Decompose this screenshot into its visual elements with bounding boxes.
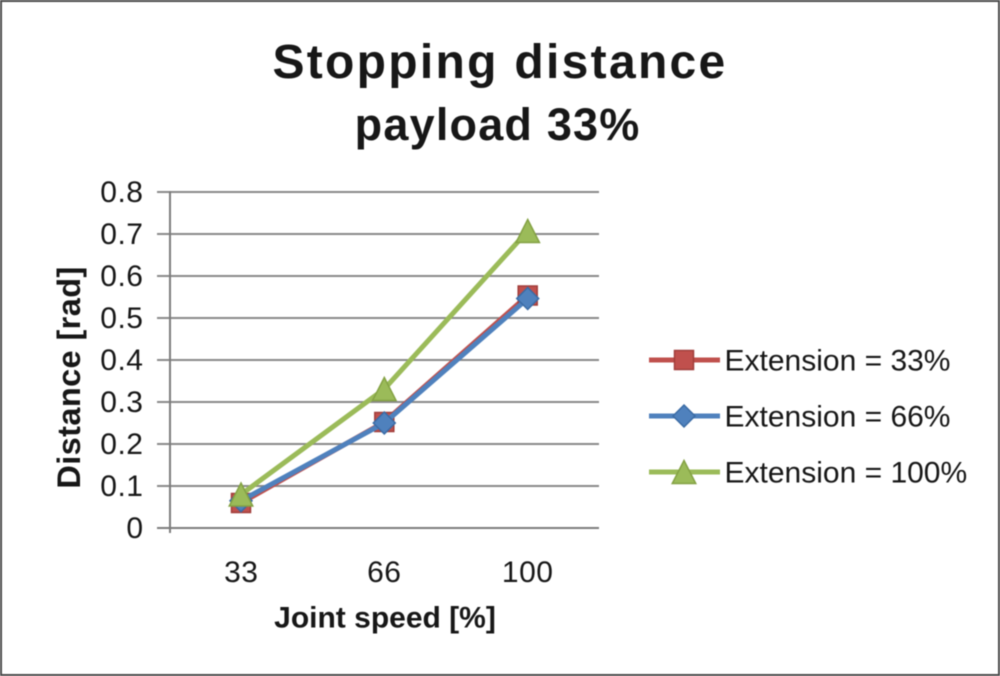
svg-text:payload 33%: payload 33%	[355, 99, 641, 150]
svg-text:Distance [rad]: Distance [rad]	[51, 266, 87, 488]
svg-text:0.4: 0.4	[100, 344, 143, 377]
svg-text:Stopping distance: Stopping distance	[272, 36, 727, 89]
svg-text:Extension = 33%: Extension = 33%	[725, 345, 951, 378]
svg-text:Extension = 100%: Extension = 100%	[725, 457, 968, 490]
svg-text:0.1: 0.1	[100, 470, 143, 503]
svg-text:0.5: 0.5	[100, 302, 143, 335]
svg-text:0.7: 0.7	[100, 218, 143, 251]
svg-text:0: 0	[126, 512, 143, 545]
svg-text:Joint speed [%]: Joint speed [%]	[274, 602, 496, 635]
svg-text:0.2: 0.2	[100, 428, 143, 461]
svg-text:66: 66	[367, 556, 401, 589]
svg-text:0.6: 0.6	[100, 260, 143, 293]
svg-text:100: 100	[502, 556, 554, 589]
svg-text:0.8: 0.8	[100, 176, 143, 209]
svg-text:Extension = 66%: Extension = 66%	[725, 401, 951, 434]
svg-text:0.3: 0.3	[100, 386, 143, 419]
svg-text:33: 33	[224, 556, 258, 589]
